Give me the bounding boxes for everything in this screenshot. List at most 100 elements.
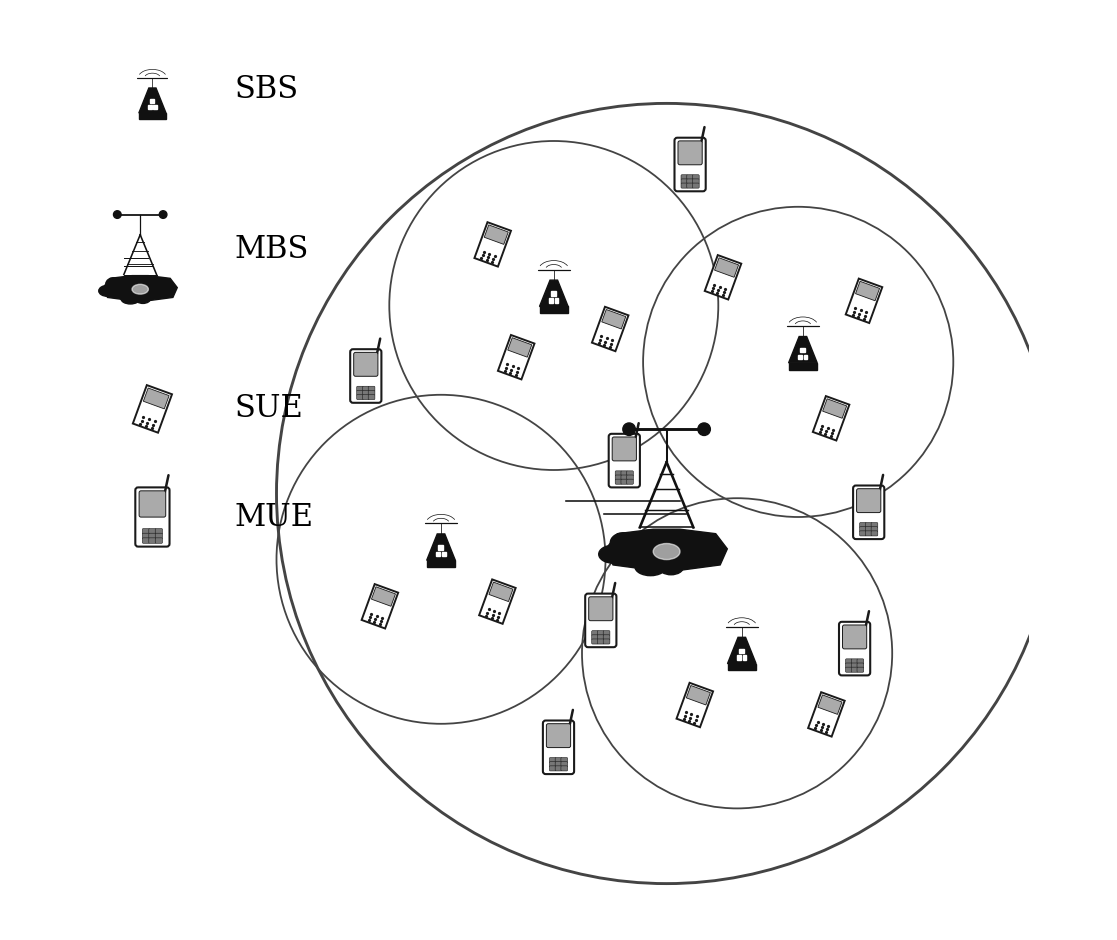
Ellipse shape xyxy=(106,278,122,290)
FancyBboxPatch shape xyxy=(155,538,162,543)
FancyBboxPatch shape xyxy=(851,659,858,664)
Ellipse shape xyxy=(599,545,628,563)
FancyBboxPatch shape xyxy=(603,639,610,644)
FancyBboxPatch shape xyxy=(727,664,756,670)
Ellipse shape xyxy=(695,545,719,563)
FancyBboxPatch shape xyxy=(860,523,867,527)
FancyBboxPatch shape xyxy=(135,487,170,547)
FancyBboxPatch shape xyxy=(681,175,688,180)
FancyBboxPatch shape xyxy=(839,622,870,675)
FancyBboxPatch shape xyxy=(800,348,804,352)
FancyBboxPatch shape xyxy=(621,471,628,476)
Ellipse shape xyxy=(115,286,135,298)
Polygon shape xyxy=(808,692,844,737)
FancyBboxPatch shape xyxy=(546,724,571,747)
FancyBboxPatch shape xyxy=(550,761,556,767)
FancyBboxPatch shape xyxy=(866,523,872,527)
FancyBboxPatch shape xyxy=(150,99,154,103)
Polygon shape xyxy=(789,337,818,363)
FancyBboxPatch shape xyxy=(550,758,556,762)
FancyBboxPatch shape xyxy=(139,113,166,119)
Text: SUE: SUE xyxy=(235,394,303,424)
Ellipse shape xyxy=(121,293,140,304)
FancyBboxPatch shape xyxy=(860,531,867,536)
FancyBboxPatch shape xyxy=(621,479,628,484)
FancyBboxPatch shape xyxy=(615,475,622,480)
FancyBboxPatch shape xyxy=(550,766,556,771)
FancyBboxPatch shape xyxy=(362,390,369,396)
FancyBboxPatch shape xyxy=(678,141,703,164)
FancyBboxPatch shape xyxy=(737,655,741,660)
Polygon shape xyxy=(143,388,169,409)
FancyBboxPatch shape xyxy=(621,475,628,480)
FancyBboxPatch shape xyxy=(627,479,633,484)
FancyBboxPatch shape xyxy=(846,659,852,664)
Polygon shape xyxy=(485,225,508,244)
Ellipse shape xyxy=(135,293,151,304)
FancyBboxPatch shape xyxy=(853,486,885,540)
FancyBboxPatch shape xyxy=(356,395,363,400)
FancyBboxPatch shape xyxy=(866,526,872,532)
Polygon shape xyxy=(498,335,534,380)
Polygon shape xyxy=(822,399,847,418)
FancyBboxPatch shape xyxy=(149,538,156,543)
FancyBboxPatch shape xyxy=(871,526,878,532)
Circle shape xyxy=(114,211,121,218)
FancyBboxPatch shape xyxy=(687,183,694,188)
FancyBboxPatch shape xyxy=(871,523,878,527)
FancyBboxPatch shape xyxy=(592,631,599,635)
FancyBboxPatch shape xyxy=(142,538,150,543)
Polygon shape xyxy=(705,255,742,300)
FancyBboxPatch shape xyxy=(561,766,567,771)
Polygon shape xyxy=(818,695,842,714)
FancyBboxPatch shape xyxy=(687,175,694,180)
FancyBboxPatch shape xyxy=(155,533,162,539)
FancyBboxPatch shape xyxy=(589,597,613,620)
Text: MUE: MUE xyxy=(235,502,314,532)
FancyBboxPatch shape xyxy=(356,386,363,391)
FancyBboxPatch shape xyxy=(851,667,858,672)
Circle shape xyxy=(623,423,636,435)
FancyBboxPatch shape xyxy=(866,531,872,536)
FancyBboxPatch shape xyxy=(561,761,567,767)
FancyBboxPatch shape xyxy=(693,183,699,188)
FancyBboxPatch shape xyxy=(555,761,562,767)
Polygon shape xyxy=(479,579,516,624)
FancyBboxPatch shape xyxy=(438,545,442,550)
FancyBboxPatch shape xyxy=(603,634,610,640)
FancyBboxPatch shape xyxy=(846,667,852,672)
FancyBboxPatch shape xyxy=(555,766,562,771)
Polygon shape xyxy=(856,281,879,301)
FancyBboxPatch shape xyxy=(153,105,156,109)
FancyBboxPatch shape xyxy=(155,528,162,534)
Ellipse shape xyxy=(634,557,666,575)
FancyBboxPatch shape xyxy=(598,631,604,635)
FancyBboxPatch shape xyxy=(743,655,746,660)
Ellipse shape xyxy=(157,286,172,296)
Ellipse shape xyxy=(136,276,153,289)
FancyBboxPatch shape xyxy=(603,631,610,635)
FancyBboxPatch shape xyxy=(693,175,699,180)
Polygon shape xyxy=(139,88,166,113)
FancyBboxPatch shape xyxy=(555,758,562,762)
Polygon shape xyxy=(372,587,395,606)
Polygon shape xyxy=(133,385,172,432)
FancyBboxPatch shape xyxy=(739,649,744,653)
Polygon shape xyxy=(677,682,713,728)
Ellipse shape xyxy=(657,546,690,566)
FancyBboxPatch shape xyxy=(362,395,369,400)
FancyBboxPatch shape xyxy=(675,138,706,192)
FancyBboxPatch shape xyxy=(612,437,637,461)
Polygon shape xyxy=(540,280,569,306)
FancyBboxPatch shape xyxy=(369,395,375,400)
FancyBboxPatch shape xyxy=(871,531,878,536)
FancyBboxPatch shape xyxy=(609,434,640,487)
FancyBboxPatch shape xyxy=(627,475,633,480)
FancyBboxPatch shape xyxy=(142,528,150,534)
FancyBboxPatch shape xyxy=(842,625,867,649)
FancyBboxPatch shape xyxy=(803,354,808,359)
Polygon shape xyxy=(103,275,178,302)
Polygon shape xyxy=(427,534,456,560)
Polygon shape xyxy=(602,309,626,329)
Ellipse shape xyxy=(624,546,659,566)
